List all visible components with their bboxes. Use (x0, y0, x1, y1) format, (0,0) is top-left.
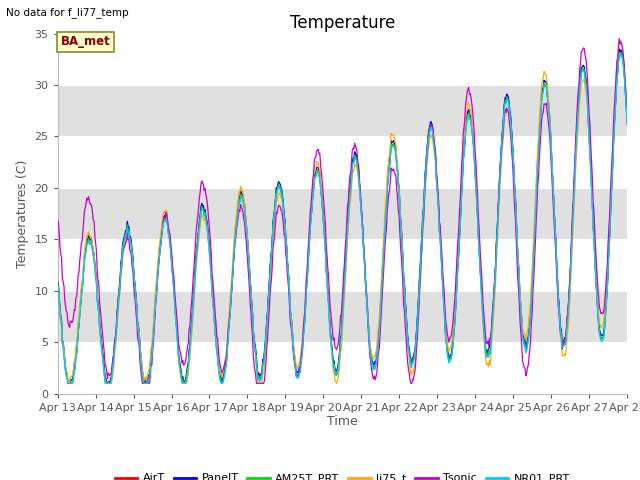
AirT (429, 132, 437, 138)
NR01_PRT (623, 122, 631, 128)
Line: PanelT: PanelT (58, 49, 627, 384)
X-axis label: Time: Time (327, 415, 358, 429)
Y-axis label: Temperatures (C): Temperatures (C) (16, 159, 29, 268)
li75_t (429, 140, 437, 146)
PanelT (429, 129, 437, 135)
PanelT (211, 327, 219, 333)
NR01_PRT (124, 225, 131, 230)
Text: No data for f_li77_temp: No data for f_li77_temp (6, 7, 129, 18)
AM25T_PRT (623, 120, 631, 126)
AirT (124, 221, 131, 227)
Text: BA_met: BA_met (60, 36, 110, 48)
AM25T_PRT (413, 331, 420, 337)
AM25T_PRT (211, 330, 219, 336)
AM25T_PRT (616, 49, 623, 55)
Line: li75_t: li75_t (58, 39, 627, 384)
PanelT (124, 218, 131, 224)
AM25T_PRT (65, 381, 72, 386)
AM25T_PRT (181, 381, 189, 386)
PanelT (64, 379, 72, 385)
NR01_PRT (181, 381, 189, 386)
PanelT (623, 117, 631, 123)
AirT (413, 331, 420, 337)
Bar (58, 85, 627, 136)
Tsonic (54, 216, 61, 222)
Line: Tsonic: Tsonic (58, 39, 627, 384)
AirT (54, 282, 61, 288)
PanelT (54, 278, 61, 284)
li75_t (124, 229, 131, 235)
NR01_PRT (64, 381, 72, 386)
Title: Temperature: Temperature (290, 14, 395, 32)
li75_t (623, 116, 631, 122)
li75_t (211, 327, 219, 333)
Bar (58, 291, 627, 342)
AM25T_PRT (54, 281, 61, 287)
li75_t (413, 344, 420, 349)
PanelT (616, 46, 623, 52)
AirT (616, 48, 623, 54)
PanelT (413, 328, 420, 334)
NR01_PRT (617, 52, 625, 58)
AirT (181, 381, 189, 386)
li75_t (54, 283, 61, 289)
Line: AirT: AirT (58, 51, 627, 384)
Tsonic (138, 381, 146, 386)
NR01_PRT (211, 332, 219, 337)
Line: AM25T_PRT: AM25T_PRT (58, 52, 627, 384)
NR01_PRT (54, 283, 61, 288)
Tsonic (64, 320, 72, 325)
Tsonic (616, 36, 623, 42)
Tsonic (623, 117, 631, 122)
li75_t (101, 381, 109, 386)
li75_t (616, 36, 623, 42)
AM25T_PRT (429, 132, 437, 138)
AirT (64, 381, 72, 386)
AirT (65, 381, 72, 386)
AirT (211, 330, 219, 336)
NR01_PRT (65, 381, 72, 386)
Tsonic (413, 348, 420, 353)
li75_t (64, 377, 72, 383)
PanelT (65, 381, 72, 386)
AM25T_PRT (64, 381, 72, 386)
Tsonic (211, 312, 219, 318)
AirT (623, 120, 631, 126)
Bar (58, 188, 627, 240)
AM25T_PRT (124, 222, 131, 228)
li75_t (181, 381, 189, 386)
NR01_PRT (413, 333, 420, 338)
Line: NR01_PRT: NR01_PRT (58, 55, 627, 384)
Tsonic (181, 360, 189, 366)
Tsonic (429, 130, 437, 135)
NR01_PRT (429, 134, 437, 140)
Tsonic (123, 239, 131, 245)
PanelT (181, 378, 189, 384)
Legend: AirT, PanelT, AM25T_PRT, li75_t, Tsonic, NR01_PRT: AirT, PanelT, AM25T_PRT, li75_t, Tsonic,… (111, 469, 574, 480)
